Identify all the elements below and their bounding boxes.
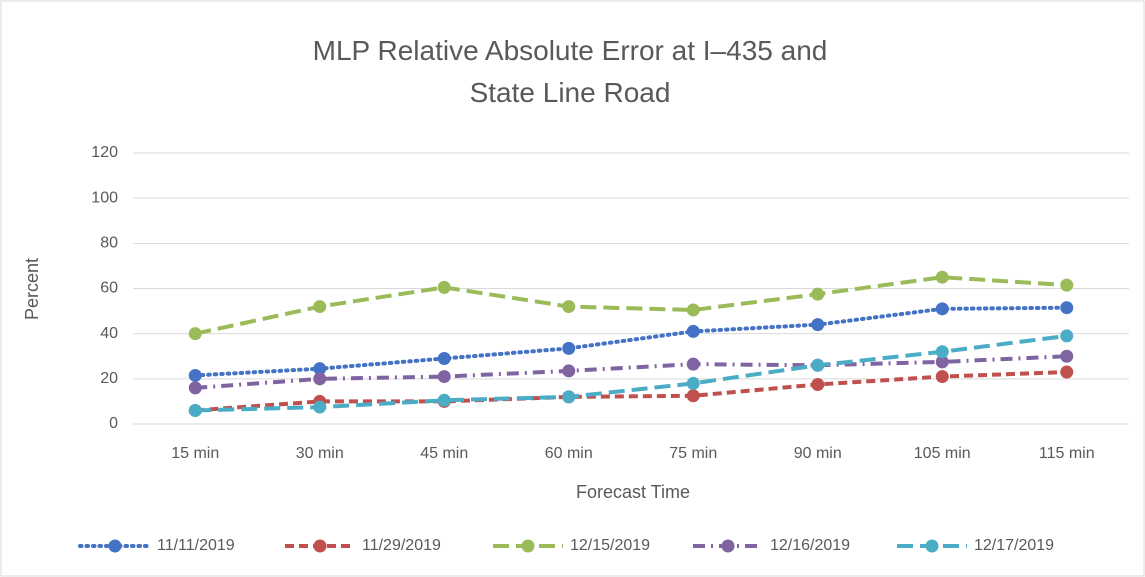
x-tick-label: 105 min <box>914 445 971 462</box>
series-marker <box>188 381 202 395</box>
y-tick-label: 20 <box>100 370 118 387</box>
series-marker <box>935 355 949 369</box>
title-box: MLP Relative Absolute Error at I–435 and… <box>312 35 828 108</box>
legend-marker <box>108 539 122 553</box>
series-marker <box>562 341 576 355</box>
series-marker <box>1060 278 1074 292</box>
legend-marker <box>313 539 327 553</box>
y-tick-label: 0 <box>109 415 118 432</box>
series-marker <box>437 280 451 294</box>
x-tick-label: 60 min <box>545 445 593 462</box>
legend-label: 11/29/2019 <box>362 537 441 554</box>
x-tick-label: 90 min <box>794 445 842 462</box>
y-tick-label: 120 <box>91 144 118 161</box>
legend-label: 12/17/2019 <box>974 537 1054 554</box>
series-marker <box>313 362 327 376</box>
series-marker <box>935 345 949 359</box>
y-tick-label: 40 <box>100 325 118 342</box>
series-marker <box>1060 365 1074 379</box>
x-tick-label: 30 min <box>296 445 344 462</box>
x-axis-title: Forecast Time <box>576 482 690 502</box>
x-tick-label: 75 min <box>669 445 717 462</box>
x-tick-label: 15 min <box>171 445 219 462</box>
series-marker <box>935 302 949 316</box>
legend-label: 12/16/2019 <box>770 537 850 554</box>
series-marker <box>313 400 327 414</box>
series-marker <box>437 352 451 366</box>
series-marker <box>313 372 327 386</box>
series-marker <box>686 324 700 338</box>
legend-marker <box>721 539 735 553</box>
series-marker <box>188 403 202 417</box>
series-marker <box>437 370 451 384</box>
series-marker <box>811 358 825 372</box>
series-marker <box>811 287 825 301</box>
legend-label: 12/15/2019 <box>570 537 650 554</box>
series-marker <box>686 389 700 403</box>
series-marker <box>1060 349 1074 363</box>
series-marker <box>188 368 202 382</box>
series-marker <box>811 318 825 332</box>
series-marker <box>562 300 576 314</box>
series-marker <box>686 376 700 390</box>
chart-title: MLP Relative Absolute Error at I–435 and… <box>312 35 828 108</box>
legend-marker <box>521 539 535 553</box>
y-tick-label: 80 <box>100 235 118 252</box>
series-marker <box>686 303 700 317</box>
series-marker <box>811 377 825 391</box>
series-marker <box>935 370 949 384</box>
series-line <box>195 333 1068 413</box>
y-tick-label: 100 <box>91 189 118 206</box>
legend-marker <box>925 539 939 553</box>
series-marker <box>1060 329 1074 343</box>
series-marker <box>686 357 700 371</box>
x-tick-label: 115 min <box>1039 445 1095 462</box>
series-marker <box>437 393 451 407</box>
y-axis-title: Percent <box>22 258 42 320</box>
series-marker <box>935 270 949 284</box>
legend-label: 11/11/2019 <box>157 537 235 554</box>
x-tick-label: 45 min <box>420 445 468 462</box>
series-marker <box>562 390 576 404</box>
series-marker <box>313 300 327 314</box>
series-marker <box>562 364 576 378</box>
series-line <box>195 370 1067 413</box>
series-line <box>193 305 1069 378</box>
y-tick-label: 60 <box>100 280 118 297</box>
series-line <box>194 275 1067 336</box>
series-marker <box>1060 301 1074 315</box>
series-marker <box>188 327 202 341</box>
